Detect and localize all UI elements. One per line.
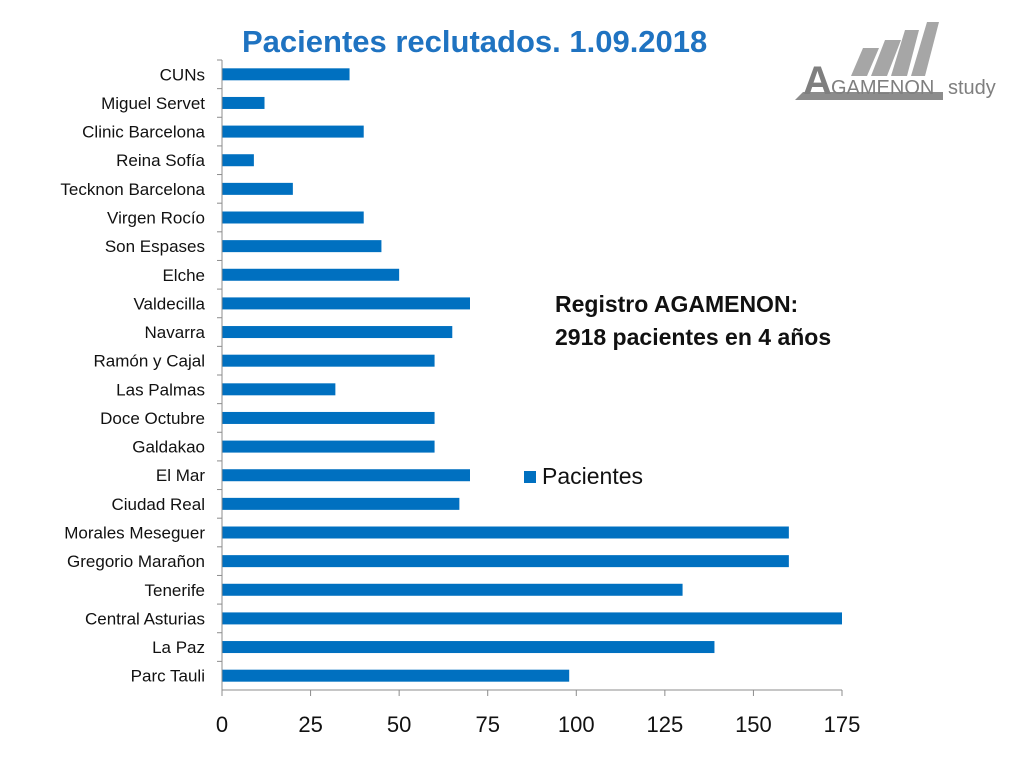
category-label: La Paz [152,638,205,657]
category-label: El Mar [156,466,205,485]
category-label: Miguel Servet [101,94,205,113]
agamenon-logo: A GAMENON study [795,22,996,103]
category-label: Central Asturias [85,609,205,628]
category-label: Galdakao [132,438,205,457]
ship-sails-icon [851,22,939,76]
axes [217,59,843,696]
category-label: Navarra [145,323,206,342]
bar-0 [222,68,350,81]
bar-12 [222,411,435,424]
bar-1 [222,96,265,109]
category-label: Valdecilla [133,294,205,313]
category-label: Doce Octubre [100,409,205,428]
bar-11 [222,383,336,396]
bar-3 [222,154,254,167]
category-label: Morales Meseguer [64,524,205,543]
category-label: Elche [162,266,205,285]
x-tick-label: 0 [216,712,228,737]
bars-group [222,68,842,682]
bar-7 [222,268,400,281]
bar-14 [222,469,470,482]
category-label: Ciudad Real [111,495,205,514]
x-tick-labels: 0 25 50 75 100 125 150 175 [216,712,860,737]
logo-wordmark: GAMENON [831,77,934,99]
category-label: Reina Sofía [116,151,205,170]
category-label: CUNs [160,65,205,84]
category-label: Tecknon Barcelona [60,180,205,199]
x-tick-label: 175 [824,712,861,737]
chart-title: Pacientes reclutados. 1.09.2018 [242,24,708,59]
x-tick-label: 50 [387,712,411,737]
category-label: Tenerife [145,581,205,600]
bar-19 [222,612,842,625]
bar-16 [222,526,789,539]
logo-letter: A [803,59,832,103]
bar-8 [222,297,470,310]
x-tick-label: 75 [475,712,499,737]
bar-18 [222,583,683,596]
bar-20 [222,641,715,654]
legend-label: Pacientes [542,463,644,489]
annotation-line2: 2918 pacientes en 4 años [555,324,832,350]
category-label: Ramón y Cajal [94,352,206,371]
x-tick-label: 150 [735,712,772,737]
bar-4 [222,182,293,195]
category-labels: CUNs Miguel Servet Clinic Barcelona Reina S… [60,65,205,685]
category-label: Clinic Barcelona [82,123,205,142]
x-tick-label: 125 [646,712,683,737]
bar-10 [222,354,435,367]
legend-swatch [524,470,536,483]
logo-suffix: study [948,77,996,99]
bar-15 [222,497,460,510]
category-label: Son Espases [105,237,205,256]
bar-5 [222,211,364,224]
category-label: Gregorio Marañon [67,552,205,571]
bar-9 [222,326,453,339]
registry-annotation: Registro AGAMENON: 2918 pacientes en 4 a… [555,288,831,354]
bar-6 [222,240,382,253]
category-label: Parc Tauli [131,667,205,686]
annotation-line1: Registro AGAMENON: [555,291,799,317]
bar-2 [222,125,364,138]
chart-legend: Pacientes [524,463,643,490]
bar-21 [222,669,570,682]
category-label: Virgen Rocío [107,209,205,228]
category-label: Las Palmas [116,380,205,399]
bar-13 [222,440,435,453]
bar-17 [222,555,789,568]
x-tick-label: 100 [558,712,595,737]
x-tick-label: 25 [298,712,322,737]
